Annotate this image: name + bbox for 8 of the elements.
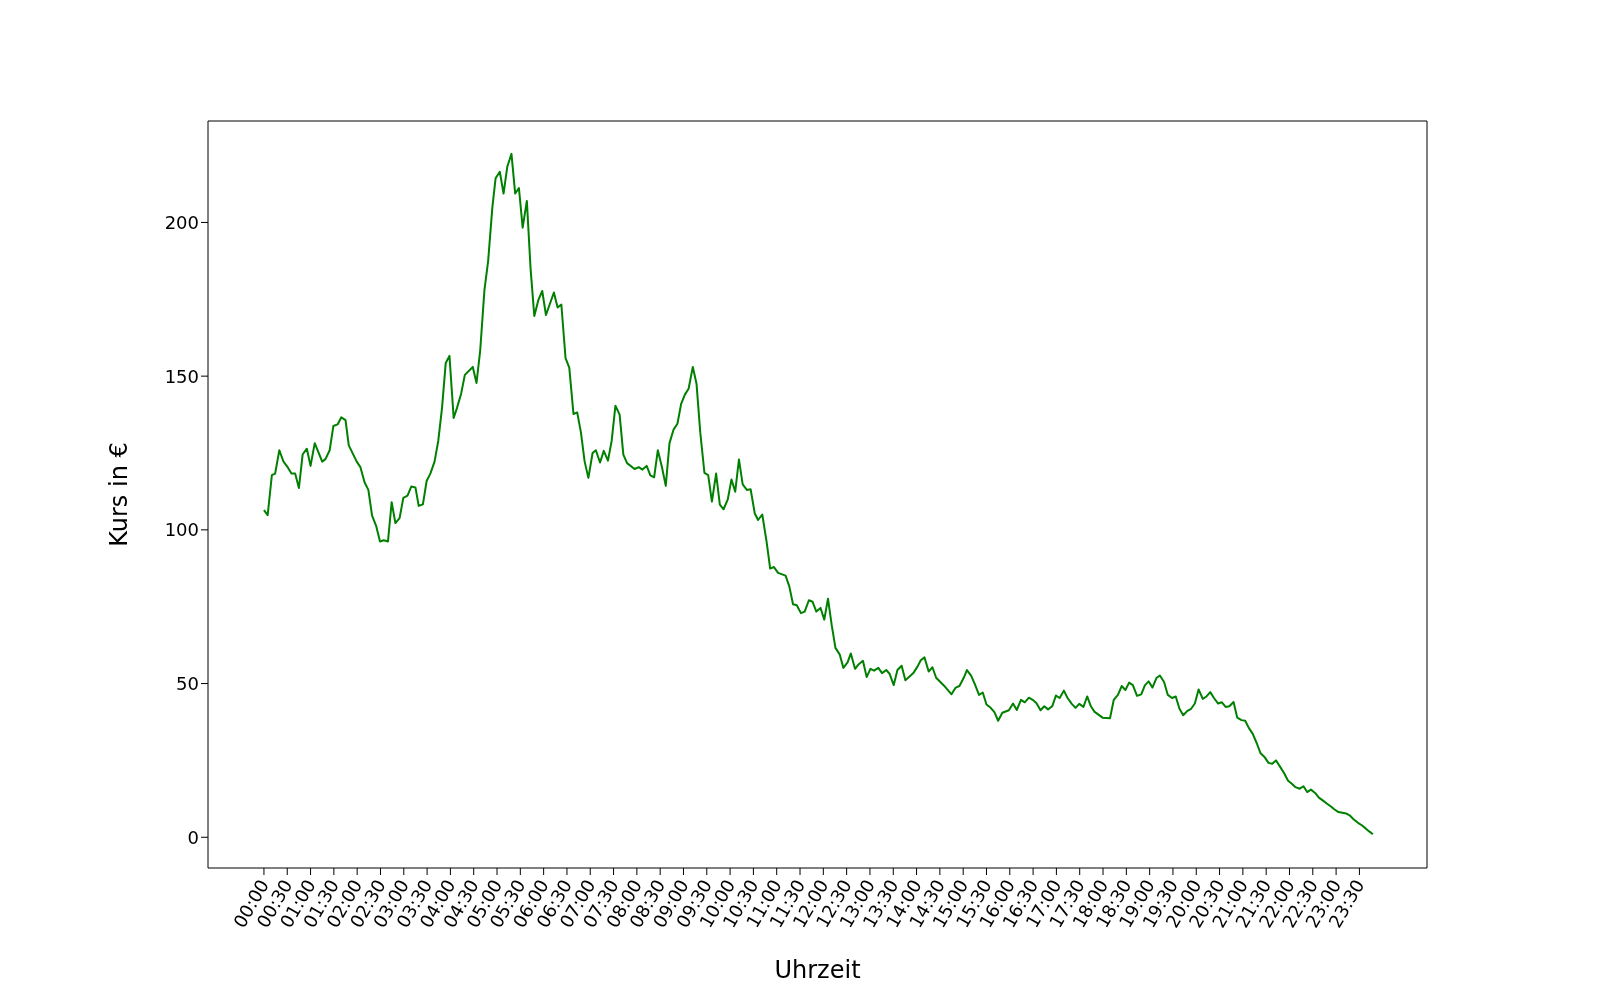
- x-axis-title: Uhrzeit: [774, 956, 861, 984]
- y-tick-label: 150: [164, 365, 199, 387]
- y-tick-label: 50: [176, 672, 199, 694]
- line-series: [262, 152, 1374, 836]
- y-tick-label: 100: [164, 519, 199, 541]
- y-tick-label: 200: [164, 211, 199, 233]
- y-axis-title: Kurs in €: [104, 442, 133, 547]
- y-tick-label: 0: [187, 826, 199, 848]
